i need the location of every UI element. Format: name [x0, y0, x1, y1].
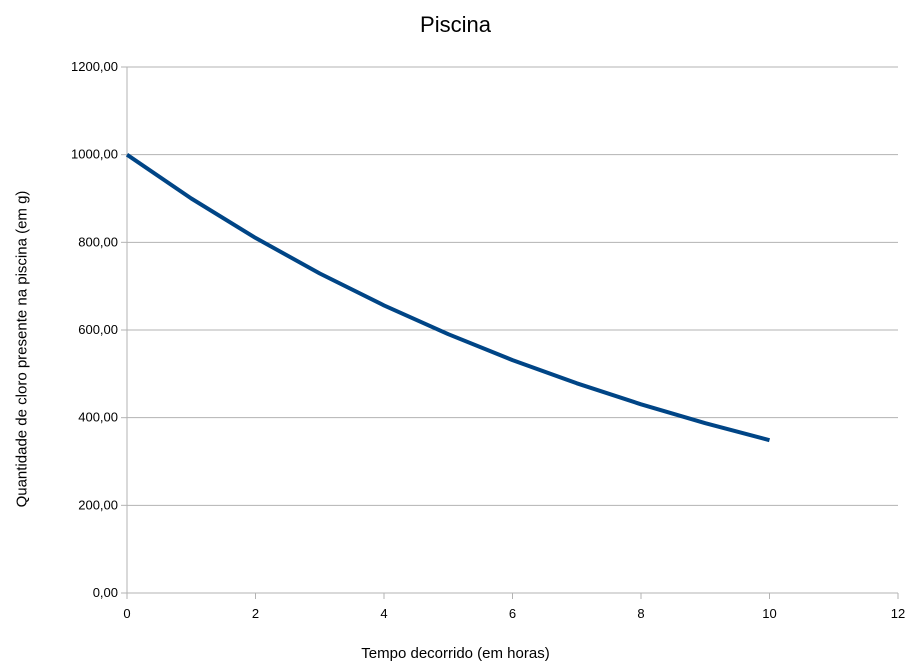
y-axis-label: Quantidade de cloro presente na piscina …	[13, 190, 31, 508]
series-group	[125, 153, 771, 443]
chart-title: Piscina	[420, 12, 491, 37]
y-tick-labels: 0,00 200,00 400,00 600,00 800,00 1000,00 1200,…	[71, 59, 118, 600]
x-tick-label: 10	[762, 606, 776, 621]
y-tick-label: 800,00	[78, 234, 118, 249]
x-tick-label: 12	[891, 606, 905, 621]
y-tick-label: 600,00	[78, 322, 118, 337]
y-tick-label: 1000,00	[71, 147, 118, 162]
x-tick-label: 2	[252, 606, 259, 621]
x-tick-label: 8	[637, 606, 644, 621]
y-tick-label: 1200,00	[71, 59, 118, 74]
x-tick-labels: 0 2 4 6 8 10 12	[123, 606, 905, 621]
x-tick-label: 6	[509, 606, 516, 621]
x-tick-label: 4	[380, 606, 387, 621]
x-axis-label: Tempo decorrido (em horas)	[361, 645, 550, 662]
y-tick-label: 200,00	[78, 497, 118, 512]
x-tick-label: 0	[123, 606, 130, 621]
gridlines	[127, 66, 898, 506]
series-line	[125, 153, 771, 443]
axes	[121, 66, 899, 599]
y-tick-label: 0,00	[93, 585, 118, 600]
y-tick-label: 400,00	[78, 410, 118, 425]
